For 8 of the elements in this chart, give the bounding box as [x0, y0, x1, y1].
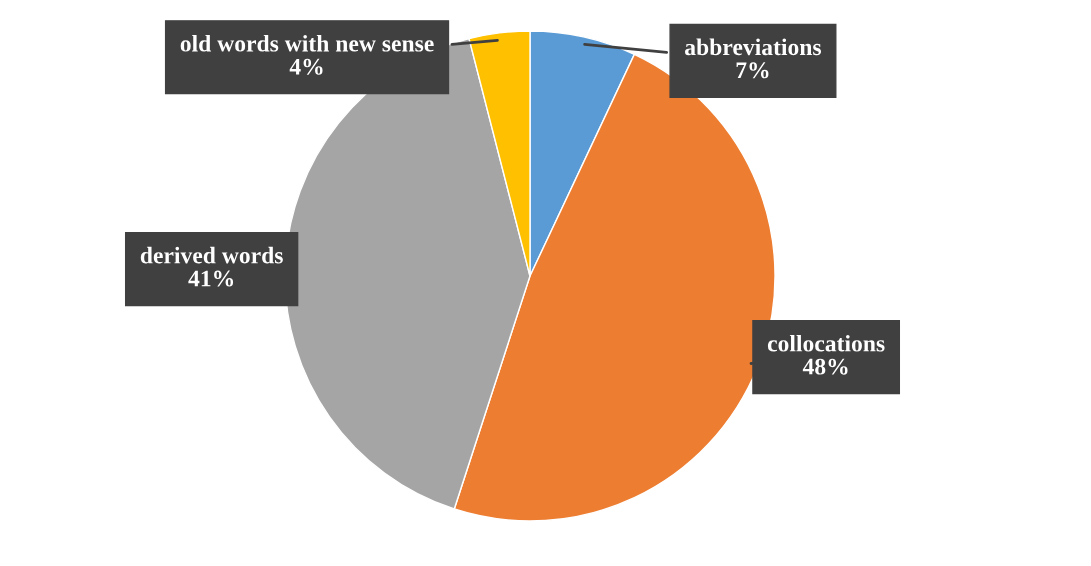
- data-label: 48%: [802, 358, 848, 375]
- data-label: 41%: [188, 270, 234, 287]
- data-label: 7%: [736, 62, 769, 79]
- data-label: 4%: [289, 58, 323, 75]
- slice-label: abbreviations: [685, 38, 822, 56]
- slice-label: derived words: [140, 246, 283, 264]
- slice-label: old words with new sense: [180, 35, 434, 52]
- slice-label: collocations: [767, 334, 885, 352]
